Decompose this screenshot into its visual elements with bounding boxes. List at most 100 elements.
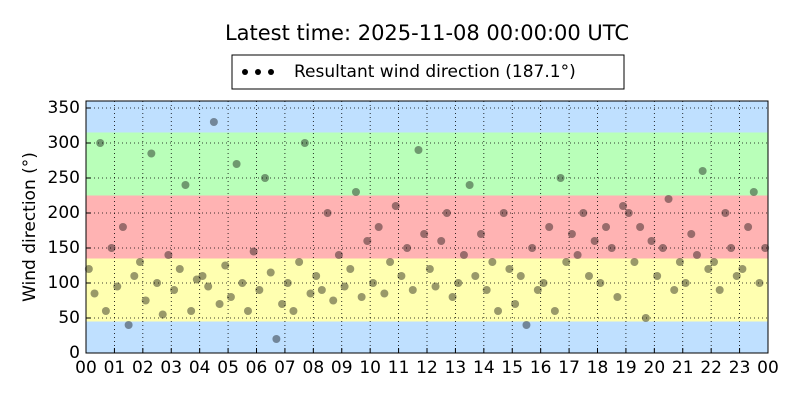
x-tick-label: 01: [104, 358, 126, 378]
point: [386, 258, 395, 266]
point: [596, 279, 605, 287]
point: [687, 230, 696, 238]
point: [505, 265, 514, 273]
point: [465, 181, 474, 189]
legend-marker: [255, 69, 261, 75]
x-tick-label: 18: [587, 358, 609, 378]
point: [124, 321, 133, 329]
point: [658, 244, 667, 252]
x-tick-label: 13: [445, 358, 467, 378]
point: [221, 261, 230, 270]
x-tick-label: 10: [359, 358, 381, 378]
point: [232, 160, 241, 168]
point: [158, 310, 167, 319]
point: [516, 272, 525, 280]
point: [351, 188, 360, 196]
point: [664, 195, 673, 203]
point: [340, 282, 349, 291]
point: [528, 244, 537, 252]
point: [374, 223, 383, 231]
point: [545, 223, 554, 231]
point: [334, 251, 343, 259]
point: [420, 230, 429, 238]
point: [681, 279, 690, 287]
y-axis-label: Wind direction (°): [20, 152, 40, 302]
point: [175, 265, 184, 273]
point: [226, 293, 235, 301]
point: [522, 321, 531, 329]
point: [209, 118, 218, 126]
points: [84, 118, 770, 343]
point: [442, 209, 451, 217]
point: [437, 237, 446, 245]
point: [283, 279, 292, 287]
x-tick-label: 22: [700, 358, 722, 378]
point: [613, 293, 622, 301]
x-tick-label: 03: [160, 358, 182, 378]
point: [130, 272, 139, 280]
point: [181, 181, 190, 189]
point: [619, 202, 628, 210]
point: [300, 139, 309, 147]
point: [397, 272, 406, 280]
point: [636, 223, 645, 231]
point: [670, 286, 679, 294]
x-tick-label: 19: [615, 358, 637, 378]
chart-title: Latest time: 2025-11-08 00:00:00 UTC: [225, 21, 629, 45]
point: [153, 279, 162, 287]
point: [249, 247, 258, 256]
x-tick-label: 17: [558, 358, 580, 378]
y-tick-label: 350: [48, 98, 80, 118]
y-tick-label: 50: [58, 308, 80, 328]
x-tick-label: 02: [132, 358, 154, 378]
point: [266, 268, 275, 277]
legend-box: [231, 54, 625, 90]
x-tick-label: 07: [274, 358, 296, 378]
point: [204, 282, 213, 291]
point: [653, 272, 662, 280]
point: [476, 230, 485, 238]
point: [147, 149, 156, 158]
legend-marker: [242, 69, 248, 75]
point: [357, 293, 366, 301]
point: [459, 251, 468, 259]
point: [539, 279, 548, 287]
point: [567, 230, 576, 238]
x-tick-label: 20: [644, 358, 666, 378]
point: [692, 251, 701, 259]
y-tick-label: 100: [48, 273, 80, 293]
point: [562, 258, 571, 266]
point: [289, 307, 298, 315]
point: [431, 282, 440, 291]
point: [312, 272, 321, 280]
point: [141, 296, 150, 305]
point: [590, 237, 599, 245]
point: [84, 265, 93, 273]
point: [732, 272, 741, 280]
y-tick-label: 250: [48, 168, 80, 188]
point: [499, 209, 508, 217]
x-tick-label: 04: [189, 358, 211, 378]
x-tick-label: 16: [530, 358, 552, 378]
point: [164, 251, 173, 259]
point: [369, 279, 378, 287]
point: [749, 188, 758, 196]
point: [727, 244, 736, 252]
point: [261, 174, 270, 182]
x-tick-label: 11: [388, 358, 410, 378]
point: [403, 244, 412, 252]
point: [482, 286, 491, 294]
point: [624, 209, 633, 217]
y-tick-label: 150: [48, 238, 80, 258]
x-tick-label: 15: [501, 358, 523, 378]
y-tick-label: 0: [69, 343, 80, 363]
point: [215, 300, 224, 308]
point: [170, 286, 179, 294]
point: [755, 279, 764, 287]
x-tick-label: 08: [303, 358, 325, 378]
point: [761, 244, 770, 252]
point: [255, 286, 264, 294]
point: [738, 265, 747, 273]
x-tick-label: 14: [473, 358, 495, 378]
point: [414, 146, 423, 154]
